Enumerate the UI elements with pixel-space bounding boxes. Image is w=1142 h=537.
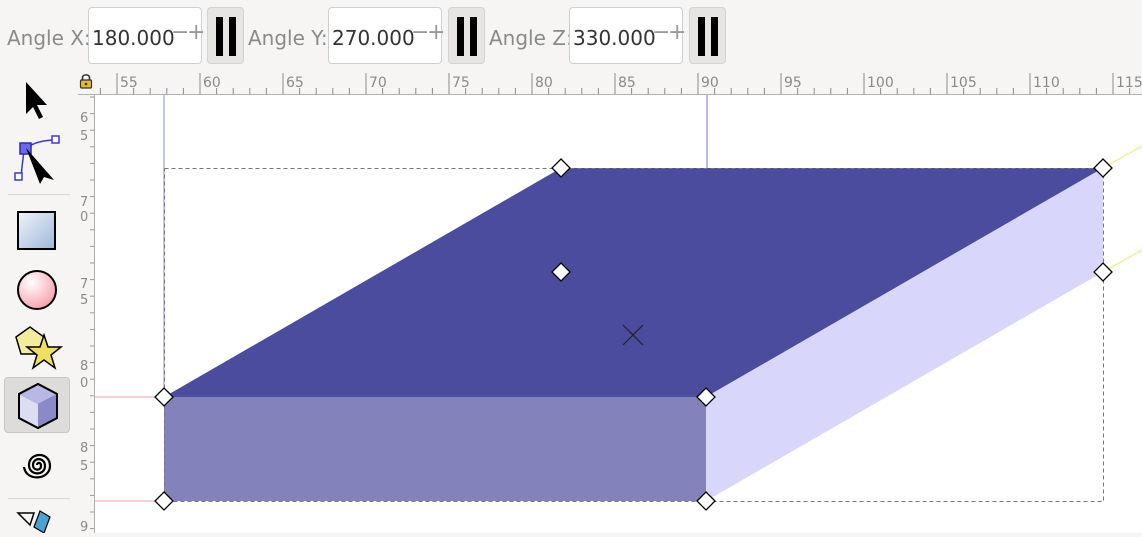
canvas-drawing[interactable] — [95, 95, 1142, 533]
arrow-pointer-icon — [26, 82, 47, 119]
3d-box-tool-button[interactable] — [4, 377, 70, 433]
pencil-tool-button[interactable] — [4, 505, 70, 533]
ruler-label: 55 — [120, 75, 138, 91]
perspective-center-marker[interactable] — [622, 324, 644, 346]
angle-z-label: Angle Z: — [489, 26, 573, 50]
angle-y-decrement-button[interactable]: − — [411, 20, 430, 45]
ruler-label: 0 — [80, 376, 88, 391]
ruler-label: 75 — [452, 75, 470, 91]
corner-handle[interactable] — [551, 158, 571, 178]
ruler-label: 60 — [203, 75, 221, 91]
parallel-lines-icon — [711, 17, 718, 56]
3d-box-toolbar: Angle X: 180.000 − + Angle Y: 270.000 − … — [0, 0, 1142, 74]
ruler-label: 0 — [80, 210, 88, 225]
angle-x-label: Angle X: — [7, 26, 91, 50]
ruler-label: 70 — [369, 75, 387, 91]
ruler-label: 105 — [950, 75, 977, 91]
drawing-canvas[interactable] — [95, 95, 1142, 533]
ellipse-tool-button[interactable] — [4, 261, 70, 317]
selection-bounding-box — [164, 168, 1104, 502]
angle-x-parallel-toggle[interactable] — [207, 7, 244, 64]
angle-z-increment-button[interactable]: + — [668, 20, 687, 45]
ruler-label: 90 — [701, 75, 719, 91]
ruler-label: 7 — [80, 277, 88, 292]
perspective-line — [1102, 249, 1142, 273]
angle-y-parallel-toggle[interactable] — [448, 7, 485, 64]
toolbox — [0, 74, 78, 533]
ruler-label: 7 — [80, 195, 88, 210]
ruler-label: 8 — [80, 441, 88, 456]
ruler-label: 6 — [80, 111, 88, 126]
angle-y-value[interactable]: 270.000 — [332, 26, 415, 50]
spiral-tool-button[interactable] — [4, 435, 70, 491]
perspective-line — [1102, 145, 1142, 169]
ruler-label: 5 — [80, 129, 88, 144]
ruler-label: 65 — [286, 75, 304, 91]
box-front-face[interactable] — [164, 397, 706, 501]
toolbox-separator — [8, 194, 70, 195]
ruler-label: 5 — [80, 293, 88, 308]
circle-icon — [17, 270, 57, 310]
corner-handle[interactable] — [696, 387, 716, 407]
star-polygon-icon — [15, 326, 64, 370]
angle-x-increment-button[interactable]: + — [187, 20, 206, 45]
rectangle-tool-button[interactable] — [4, 203, 70, 259]
star-tool-button[interactable] — [4, 319, 70, 375]
ruler-label: 115 — [1116, 75, 1142, 91]
angle-y-label: Angle Y: — [248, 26, 328, 50]
node-tool-button[interactable] — [4, 130, 70, 186]
angle-y-increment-button[interactable]: + — [427, 20, 446, 45]
angle-y-spinbox[interactable]: 270.000 − + — [328, 7, 446, 64]
3d-box-icon — [18, 382, 58, 430]
ruler-label: 80 — [535, 75, 553, 91]
ruler-label: 5 — [80, 459, 88, 474]
angle-z-parallel-toggle[interactable] — [689, 7, 726, 64]
corner-handle[interactable] — [1093, 262, 1113, 282]
parallel-lines-icon — [229, 17, 236, 56]
parallel-lines-icon — [457, 17, 464, 56]
ruler-label: 95 — [784, 75, 802, 91]
angle-z-decrement-button[interactable]: − — [652, 20, 671, 45]
corner-handle[interactable] — [551, 262, 571, 282]
ruler-label: 110 — [1033, 75, 1060, 91]
box-side-face[interactable] — [706, 168, 1103, 501]
parallel-lines-icon — [698, 17, 705, 56]
box-top-face[interactable] — [164, 168, 1103, 397]
ruler-label: 100 — [867, 75, 894, 91]
angle-x-decrement-button[interactable]: − — [171, 20, 190, 45]
corner-handle[interactable] — [1093, 158, 1113, 178]
selector-tool-button[interactable] — [4, 74, 70, 130]
ruler-label: 85 — [618, 75, 636, 91]
angle-z-value[interactable]: 330.000 — [573, 26, 656, 50]
pencil-icon — [16, 510, 51, 533]
ruler-label: 8 — [80, 359, 88, 374]
angle-z-spinbox[interactable]: 330.000 − + — [569, 7, 687, 64]
corner-handle[interactable] — [696, 491, 716, 511]
lock-guides-icon[interactable] — [79, 73, 93, 89]
corner-handle[interactable] — [154, 491, 174, 511]
node-edit-icon — [14, 135, 60, 184]
corner-handle[interactable] — [154, 387, 174, 407]
toolbox-separator — [8, 498, 70, 499]
angle-x-value[interactable]: 180.000 — [92, 26, 175, 50]
spiral-icon — [22, 453, 52, 479]
rectangle-icon — [17, 211, 56, 250]
ruler-label: 9 — [80, 520, 88, 533]
angle-x-spinbox[interactable]: 180.000 − + — [88, 7, 206, 64]
horizontal-ruler[interactable]: 55 60 65 70 75 80 85 90 95 100 105 110 115 — [78, 68, 1142, 95]
parallel-lines-icon — [470, 17, 477, 56]
horizontal-ruler-scale: 55 60 65 70 75 80 85 90 95 100 105 110 115 — [78, 73, 1142, 95]
parallel-lines-icon — [216, 17, 223, 56]
